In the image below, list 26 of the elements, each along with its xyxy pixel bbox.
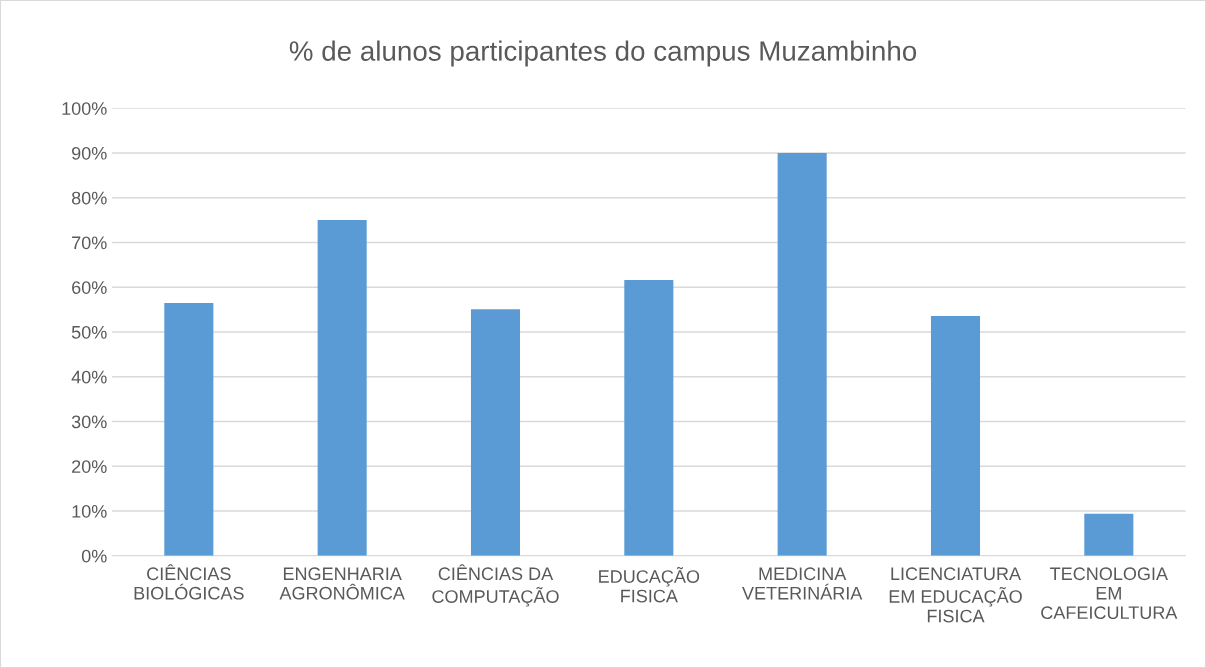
y-tick-label: 0% (81, 549, 107, 563)
y-tick-label: 90% (72, 146, 107, 160)
x-tick-label: CIÊNCIAS BIOLÓGICAS (134, 564, 244, 600)
y-tick-label: 80% (71, 191, 107, 205)
y-tick-label: 30% (71, 415, 107, 429)
y-tick-label: 50% (71, 325, 107, 339)
chart-title: % de alunos participantes do campus Muzambinho (289, 40, 917, 67)
bar (624, 280, 674, 556)
y-tick-label: 70% (72, 236, 107, 250)
x-tick-label: LICENCIATURA EM EDUCAÇÃO FISICA (889, 567, 1022, 623)
x-tick-label: ENGENHARIA AGRONÔMICA (279, 567, 405, 600)
bar (777, 152, 827, 556)
bar (317, 220, 367, 556)
bar (164, 302, 214, 556)
bar (930, 315, 981, 556)
y-tick-label: 20% (72, 460, 107, 473)
x-tick-label: EDUCAÇÃO FISICA (599, 566, 700, 603)
y-tick-label: 10% (72, 504, 107, 518)
x-tick-label: CIÊNCIAS DA COMPUTAÇÃO (432, 564, 559, 607)
bar (1084, 513, 1134, 556)
x-tick-label: TECNOLOGIA EM CAFEICULTURA (1041, 567, 1178, 620)
y-tick-label: 100% (62, 102, 107, 115)
y-tick-label: 40% (71, 370, 107, 384)
bar (470, 309, 521, 556)
x-tick-label: MEDICINA VETERINÁRIA (742, 567, 863, 600)
y-tick-label: 60% (72, 281, 107, 294)
